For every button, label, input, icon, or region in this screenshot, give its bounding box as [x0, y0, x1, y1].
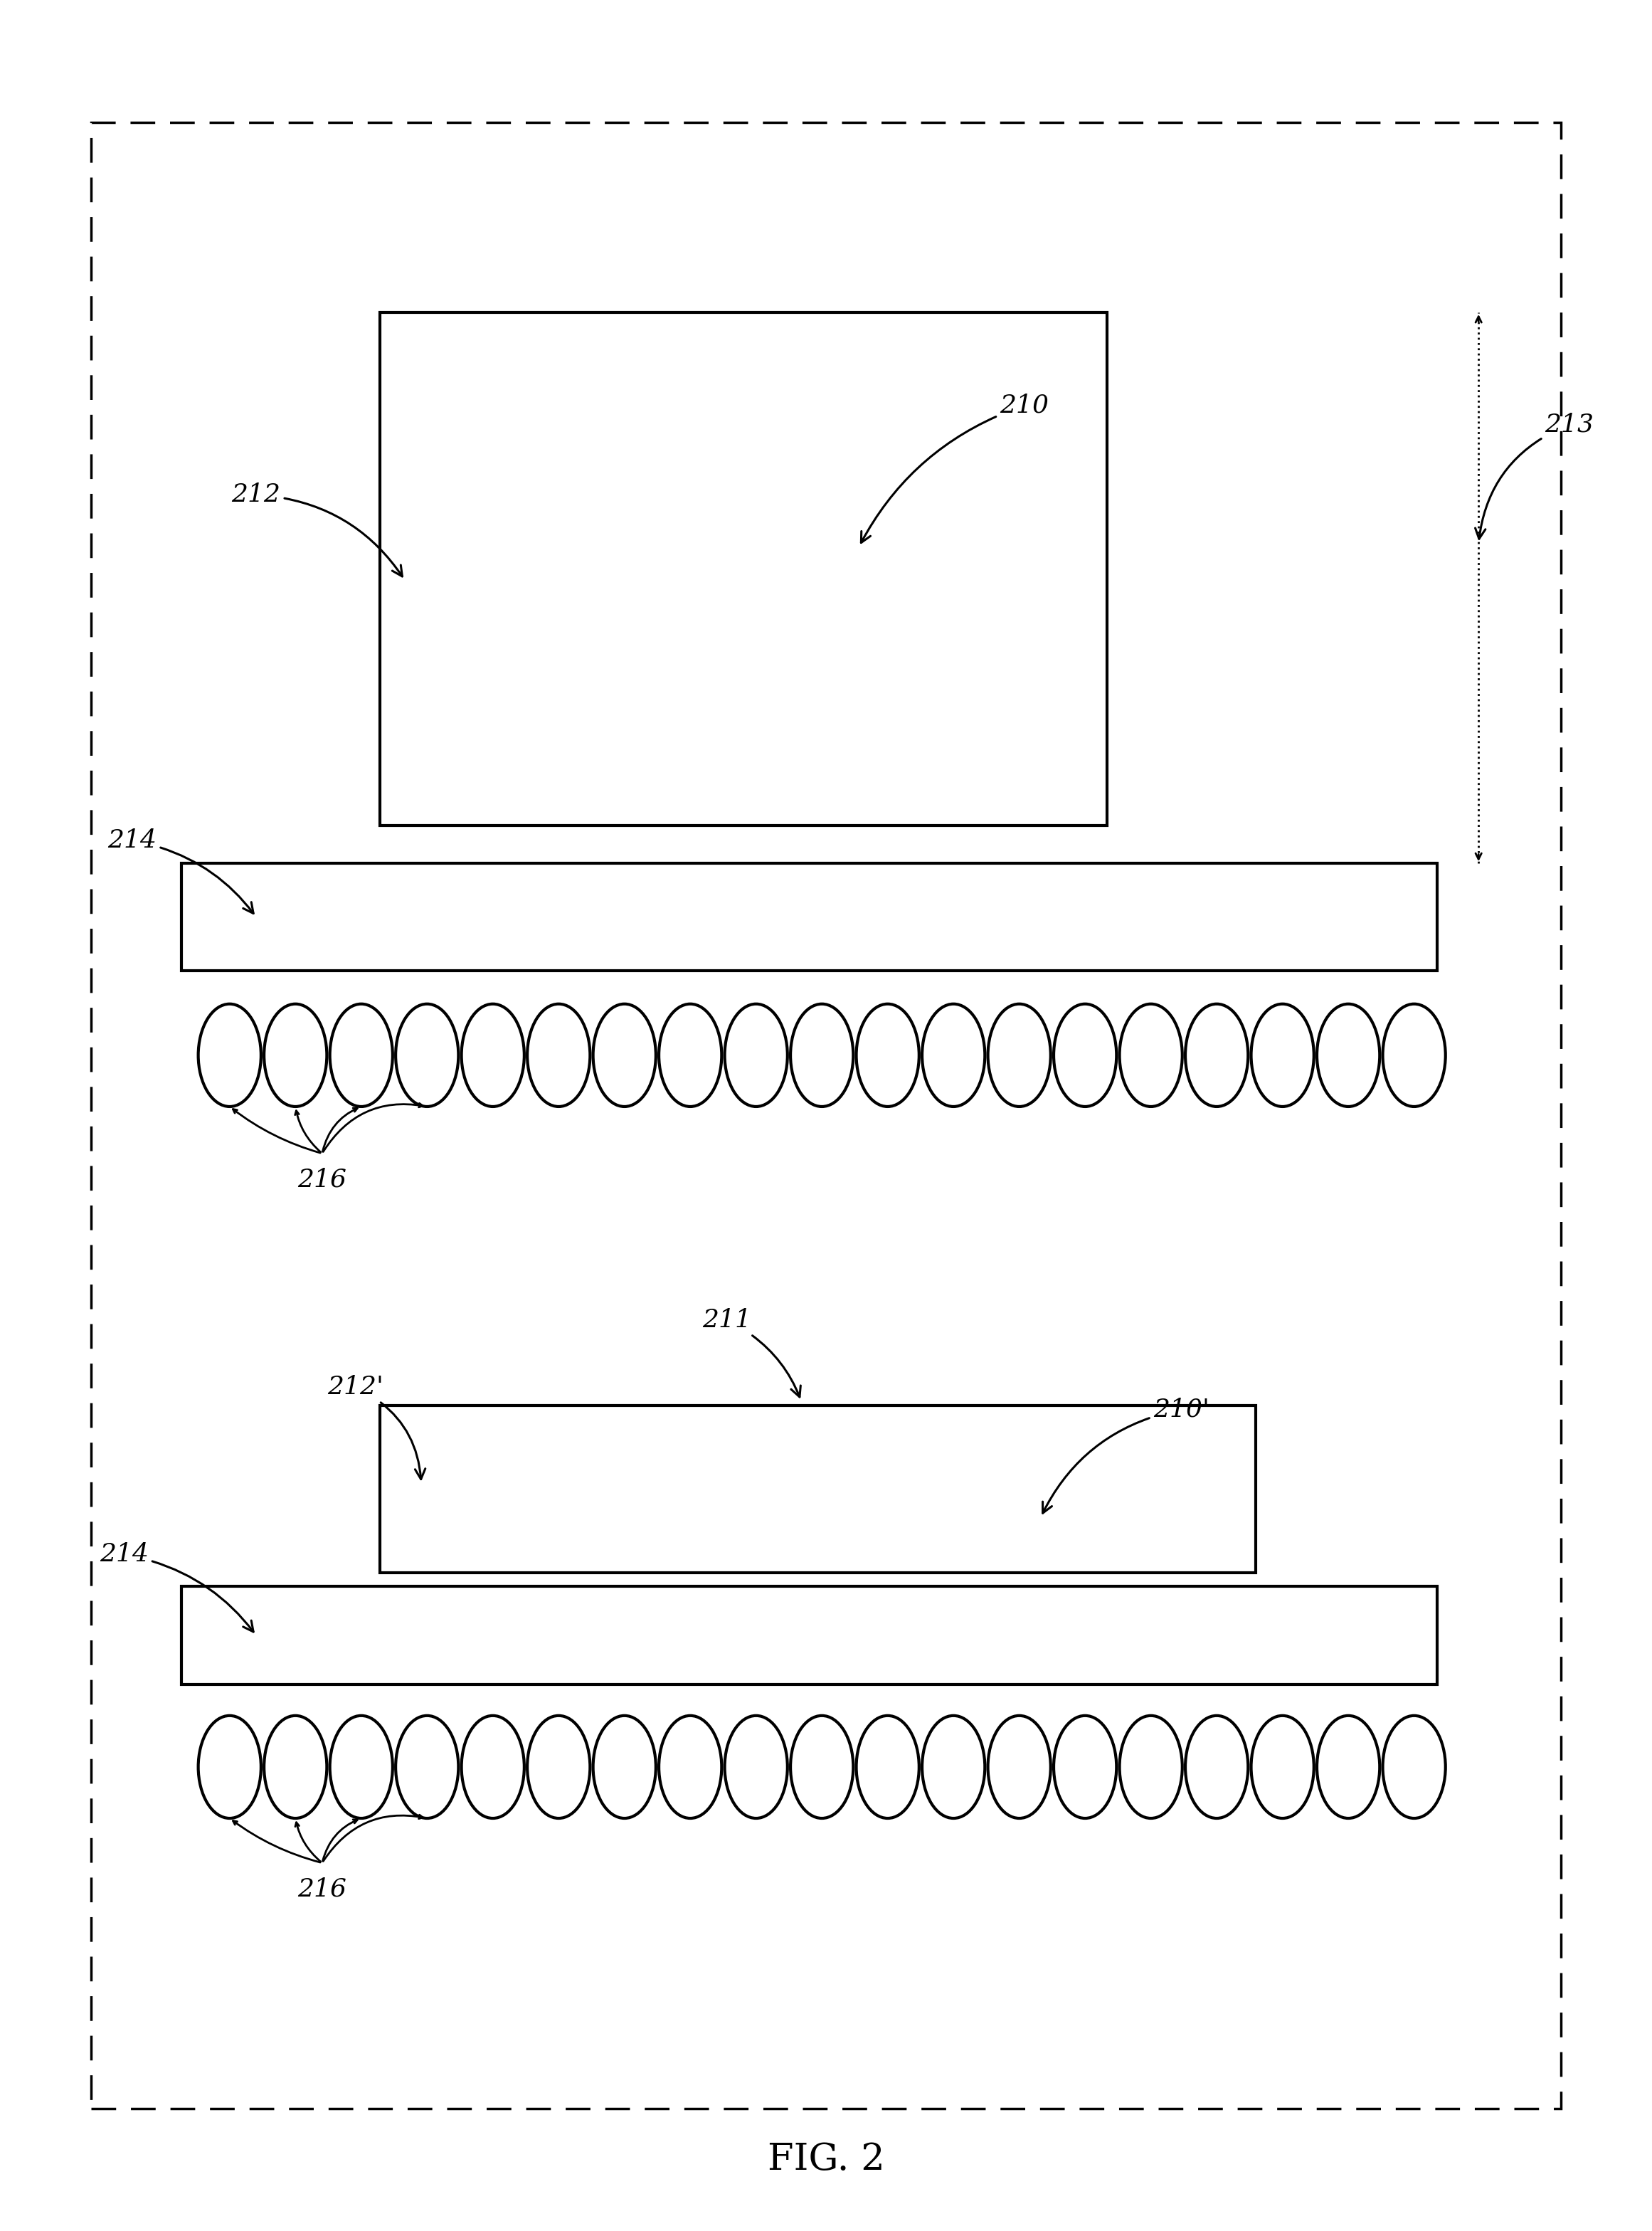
Ellipse shape — [198, 1004, 261, 1107]
Ellipse shape — [1054, 1716, 1117, 1818]
Ellipse shape — [264, 1004, 327, 1107]
Bar — [182, 1586, 1437, 1684]
Ellipse shape — [593, 1004, 656, 1107]
Text: FIG. 2: FIG. 2 — [768, 2142, 884, 2177]
Ellipse shape — [1054, 1004, 1117, 1107]
Text: 214: 214 — [99, 1542, 253, 1631]
Ellipse shape — [395, 1004, 458, 1107]
Text: 210': 210' — [1042, 1397, 1209, 1513]
Ellipse shape — [922, 1716, 985, 1818]
Ellipse shape — [1251, 1004, 1313, 1107]
Text: 214: 214 — [107, 828, 253, 912]
Ellipse shape — [527, 1716, 590, 1818]
Bar — [380, 312, 1107, 825]
Ellipse shape — [395, 1716, 458, 1818]
Ellipse shape — [988, 1004, 1051, 1107]
Ellipse shape — [330, 1004, 393, 1107]
Ellipse shape — [856, 1004, 919, 1107]
Text: 212: 212 — [231, 482, 403, 576]
Ellipse shape — [1317, 1004, 1379, 1107]
Ellipse shape — [198, 1716, 261, 1818]
Bar — [182, 863, 1437, 970]
Ellipse shape — [527, 1004, 590, 1107]
Ellipse shape — [922, 1004, 985, 1107]
Ellipse shape — [1184, 1004, 1247, 1107]
Ellipse shape — [330, 1716, 393, 1818]
Ellipse shape — [461, 1716, 524, 1818]
Ellipse shape — [1383, 1716, 1446, 1818]
Ellipse shape — [1317, 1716, 1379, 1818]
Ellipse shape — [264, 1716, 327, 1818]
Text: 210: 210 — [861, 393, 1049, 542]
Text: 216: 216 — [297, 1876, 347, 1901]
Text: 212': 212' — [327, 1374, 425, 1479]
Ellipse shape — [1251, 1716, 1313, 1818]
Ellipse shape — [725, 1004, 788, 1107]
Ellipse shape — [1120, 1004, 1183, 1107]
Ellipse shape — [856, 1716, 919, 1818]
Ellipse shape — [1383, 1004, 1446, 1107]
Ellipse shape — [593, 1716, 656, 1818]
Ellipse shape — [988, 1716, 1051, 1818]
Ellipse shape — [659, 1716, 722, 1818]
Ellipse shape — [790, 1716, 854, 1818]
Bar — [380, 1406, 1256, 1573]
Ellipse shape — [1120, 1716, 1183, 1818]
Ellipse shape — [659, 1004, 722, 1107]
Ellipse shape — [461, 1004, 524, 1107]
Text: 216: 216 — [297, 1167, 347, 1191]
Ellipse shape — [790, 1004, 854, 1107]
Text: 211: 211 — [702, 1307, 801, 1397]
Text: 213: 213 — [1475, 413, 1594, 540]
Ellipse shape — [1184, 1716, 1247, 1818]
Ellipse shape — [725, 1716, 788, 1818]
